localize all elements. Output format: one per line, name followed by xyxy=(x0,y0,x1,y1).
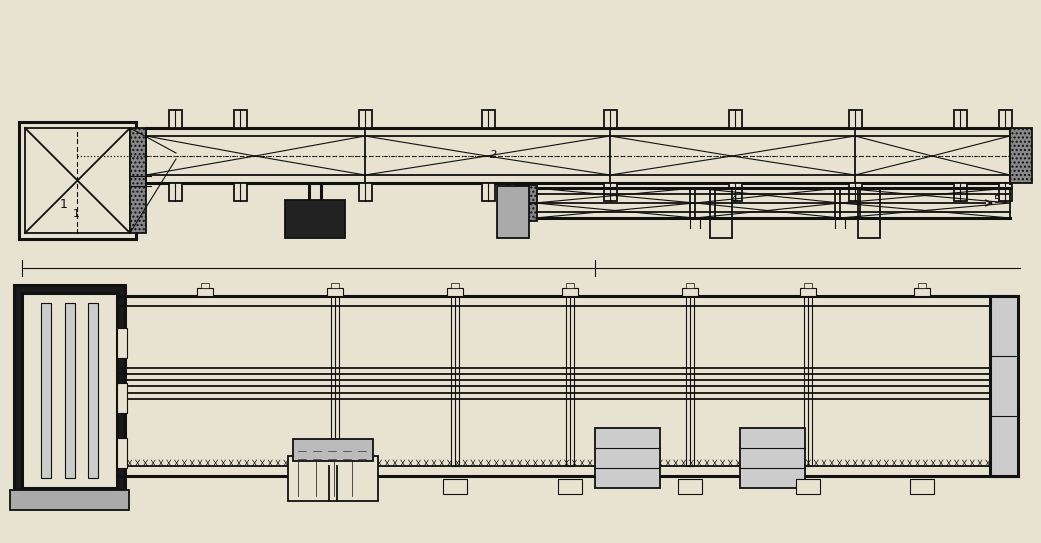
Bar xyxy=(566,296,574,466)
Bar xyxy=(849,110,862,128)
Bar xyxy=(293,439,373,461)
Bar xyxy=(729,183,742,201)
Bar xyxy=(686,296,694,466)
Bar xyxy=(858,188,880,238)
Bar xyxy=(849,183,862,201)
Bar xyxy=(130,128,146,233)
Bar xyxy=(482,183,496,201)
Bar xyxy=(954,110,967,128)
Bar xyxy=(65,303,75,478)
Bar xyxy=(558,479,582,494)
Bar xyxy=(323,479,347,494)
Bar xyxy=(10,490,129,510)
Bar xyxy=(999,183,1012,201)
Bar xyxy=(117,328,127,358)
Bar xyxy=(1010,128,1032,183)
Bar xyxy=(990,296,1018,476)
Bar xyxy=(234,110,247,128)
Bar xyxy=(359,183,372,201)
Text: 4: 4 xyxy=(730,195,737,205)
Bar xyxy=(740,428,805,488)
Bar xyxy=(117,438,127,468)
Bar xyxy=(595,428,660,488)
Bar xyxy=(447,288,463,296)
Bar xyxy=(604,110,617,128)
Bar xyxy=(910,479,934,494)
Bar xyxy=(799,288,816,296)
Bar xyxy=(497,186,529,238)
Bar xyxy=(999,110,1012,128)
Bar xyxy=(14,285,125,496)
Text: 5: 5 xyxy=(993,195,1000,205)
Bar xyxy=(288,456,378,501)
Bar xyxy=(25,128,130,233)
Bar xyxy=(169,183,182,201)
Bar xyxy=(22,293,117,488)
Bar xyxy=(451,296,459,466)
Bar xyxy=(331,296,339,466)
Bar xyxy=(234,183,247,201)
Bar xyxy=(604,183,617,201)
Bar xyxy=(686,283,694,288)
Bar xyxy=(804,283,812,288)
Bar xyxy=(201,283,209,288)
Bar xyxy=(331,283,339,288)
Bar xyxy=(482,110,496,128)
Bar xyxy=(729,110,742,128)
Bar xyxy=(914,288,930,296)
Text: 2: 2 xyxy=(490,150,498,160)
Bar xyxy=(678,479,702,494)
Bar xyxy=(682,288,699,296)
Bar xyxy=(41,303,51,478)
Bar xyxy=(359,110,372,128)
Bar xyxy=(197,288,213,296)
Bar xyxy=(804,296,812,466)
Bar xyxy=(918,283,926,288)
Bar xyxy=(515,185,537,221)
Bar xyxy=(796,479,820,494)
Bar xyxy=(443,479,467,494)
Text: 1: 1 xyxy=(73,209,80,219)
Bar xyxy=(117,383,127,413)
Text: 1: 1 xyxy=(60,198,68,211)
Bar xyxy=(88,303,98,478)
Bar xyxy=(327,288,342,296)
Bar xyxy=(954,183,967,201)
Bar xyxy=(710,188,732,238)
Bar xyxy=(562,288,578,296)
Bar xyxy=(285,200,345,238)
Bar xyxy=(566,283,574,288)
Bar xyxy=(451,283,459,288)
Bar xyxy=(169,110,182,128)
